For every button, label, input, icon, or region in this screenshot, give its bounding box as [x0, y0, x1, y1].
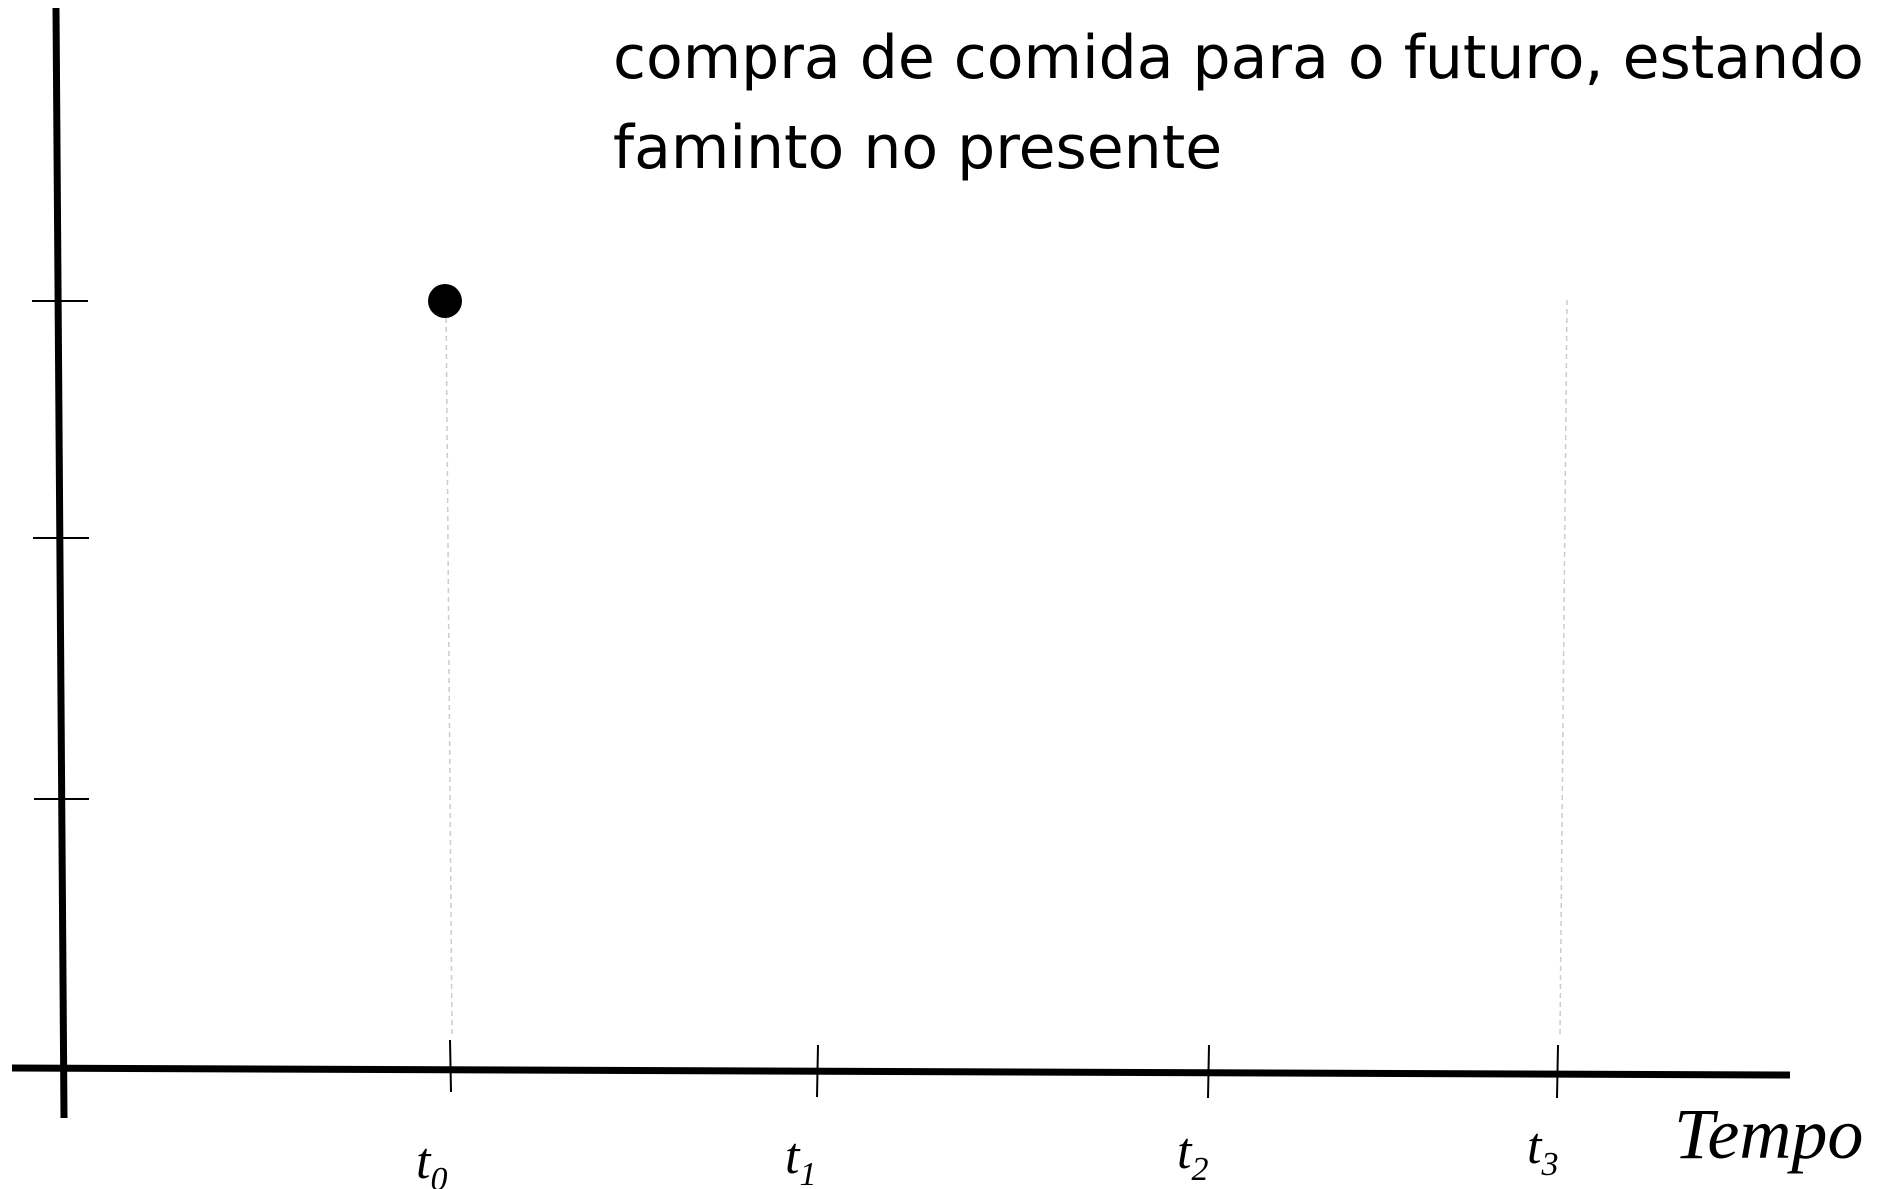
x-tick-label-t1: t1: [785, 1128, 816, 1189]
caption-line-1: compra de comida para o futuro, estando: [613, 23, 1864, 93]
x-tick-label-t3: t3: [1527, 1118, 1558, 1183]
chart-caption: compra de comida para o futuro, estando …: [613, 23, 1864, 183]
y-axis: [52, 7, 68, 1119]
x-tick-t2: [1207, 1044, 1210, 1099]
guide-line-t0: [445, 299, 453, 1036]
guide-line-t3: [1559, 299, 1568, 1036]
x-tick-t0: [449, 1039, 452, 1093]
x-tick-t3: [1556, 1044, 1559, 1099]
x-axis: [11, 1064, 1791, 1079]
x-tick-t1: [816, 1044, 819, 1098]
data-point-t0: [428, 284, 462, 318]
x-tick-label-t2: t2: [1177, 1123, 1208, 1188]
caption-line-2: faminto no presente: [613, 113, 1222, 183]
x-tick-label-t0: t0: [416, 1133, 447, 1189]
x-axis-title: Tempo: [1674, 1094, 1863, 1174]
